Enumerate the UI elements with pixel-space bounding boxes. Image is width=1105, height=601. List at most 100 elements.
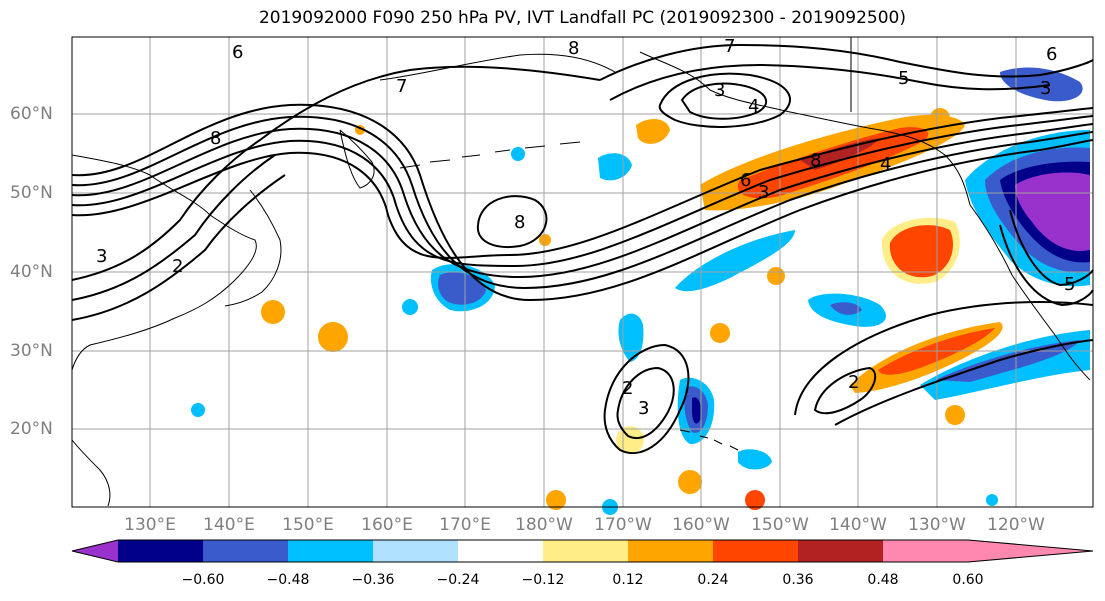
contour-sub-low-2: [616, 366, 675, 440]
contour-label: 2: [172, 256, 183, 277]
fill-spot-4: [767, 267, 785, 285]
lon-label-150w: 150°W: [751, 515, 809, 535]
colorbar-segment: [883, 540, 968, 562]
contour-east-trough-1: [1009, 209, 1094, 287]
contour-sub-east-3: [834, 339, 1094, 426]
lon-label-170e: 170°E: [439, 515, 491, 535]
map-frame: [71, 36, 1094, 508]
lon-label-140e: 140°E: [203, 515, 255, 535]
lon-label-180w: 180°W: [515, 515, 573, 535]
fill-spot-6: [678, 470, 702, 494]
contour-6: [71, 65, 601, 281]
fill-central-pac-west: [618, 313, 644, 362]
fill-spot-14: [511, 147, 525, 161]
fill-aleutian-neg: [598, 153, 632, 181]
fill-spot-10: [539, 234, 551, 246]
contour-label: 3: [1040, 78, 1051, 99]
colorbar-tick-label: −0.24: [436, 572, 480, 588]
fill-38n-west-core: [438, 272, 486, 305]
colorbar-segment: [458, 540, 543, 562]
contour-4: [71, 115, 1094, 268]
contour-5: [71, 107, 1094, 259]
contour-label: 7: [396, 76, 407, 97]
contour-label-group: 6 8 7 7 3 5 6 3 4 8 6 8 3 4 8 3 2 2 3 2 …: [96, 36, 1075, 419]
colorbar-min-extension: [72, 540, 118, 562]
contour-7: [71, 154, 276, 301]
contour-label: 3: [758, 182, 769, 203]
lon-label-130e: 130°E: [124, 515, 176, 535]
fill-spot-15: [986, 494, 998, 506]
lat-label-20n: 20°N: [10, 419, 53, 439]
map-title: 2019092000 F090 250 hPa PV, IVT Landfall…: [258, 8, 906, 28]
lat-label-30n: 30°N: [10, 341, 53, 361]
contour-label: 4: [748, 96, 759, 117]
coast-japan: [224, 189, 282, 307]
contour-8: [71, 174, 286, 321]
colorbar-segment: [543, 540, 628, 562]
fill-spot-12: [402, 299, 418, 315]
contour-label: 6: [232, 42, 243, 63]
contour-label: 6: [740, 170, 751, 191]
contour-label: 4: [880, 154, 891, 175]
lat-label-60n: 60°N: [10, 104, 53, 124]
contour-label: 8: [810, 150, 821, 171]
lon-label-160w: 160°W: [672, 515, 730, 535]
fill-spot-1: [261, 300, 285, 324]
contour-sub-east-2: [813, 366, 877, 415]
contour-ridge-2: [609, 63, 1051, 101]
coast-philippines: [71, 439, 111, 507]
coast-westcoast: [969, 204, 1091, 381]
colorbar: [71, 539, 1094, 563]
colorbar-tick-label: 0.12: [612, 572, 644, 588]
lon-label-130w: 130°W: [908, 515, 966, 535]
colorbar-segment: [628, 540, 713, 562]
lat-label-40n: 40°N: [10, 262, 53, 282]
fill-spot-7: [546, 490, 566, 510]
lon-label-140w: 140°W: [829, 515, 887, 535]
colorbar-segment: [798, 540, 883, 562]
colorbar-tick-label: −0.48: [266, 572, 310, 588]
fill-spot-2: [318, 322, 348, 352]
contour-1: [71, 103, 1094, 302]
contour-3: [71, 123, 1094, 279]
fill-alaska-small: [636, 118, 670, 144]
contour-label: 7: [724, 36, 735, 57]
fill-spot-17: [930, 108, 950, 128]
colorbar-tick-label: 0.36: [782, 572, 814, 588]
colorbar-segment: [118, 540, 203, 562]
contour-label: 5: [1064, 274, 1075, 295]
contour-label: 8: [210, 128, 221, 149]
contour-east-trough-2: [999, 224, 1094, 307]
coast-asia: [71, 154, 257, 371]
colorbar-tick-label: −0.60: [181, 572, 225, 588]
coast-kamchatka: [339, 129, 375, 189]
colorbar-segment: [288, 540, 373, 562]
contour-label: 6: [1046, 44, 1057, 65]
contour-label: 3: [714, 80, 725, 101]
contour-label: 8: [514, 212, 525, 233]
contour-label: 3: [638, 398, 649, 419]
lon-label-150e: 150°E: [282, 515, 334, 535]
contour-sub-low-1: [603, 343, 690, 455]
coastlines: [71, 37, 1091, 507]
contour-label: 3: [96, 246, 107, 267]
fill-spot-13: [191, 403, 205, 417]
contour-ridge-1: [599, 43, 1094, 81]
colorbar-segment: [713, 540, 798, 562]
fill-hawaii-neg: [738, 449, 772, 470]
contour-cutoff-8: [476, 195, 548, 248]
contour-low-alaska: [658, 72, 791, 128]
coast-alaska: [639, 51, 971, 206]
colorbar-max-extension: [968, 540, 1093, 562]
contour-low-alaska-inner: [680, 82, 768, 120]
colorbar-tick-label: −0.36: [351, 572, 395, 588]
colorbar-tick-label: 0.24: [697, 572, 729, 588]
fill-spot-8: [745, 490, 765, 510]
coast-hawaii: [679, 429, 739, 451]
colorbar-tick-label: 0.48: [867, 572, 899, 588]
contour-label: 5: [898, 68, 909, 89]
contour-label: 2: [622, 378, 633, 399]
fill-central-pac-navy: [692, 397, 702, 424]
colorbar-tick-label: −0.12: [521, 572, 565, 588]
